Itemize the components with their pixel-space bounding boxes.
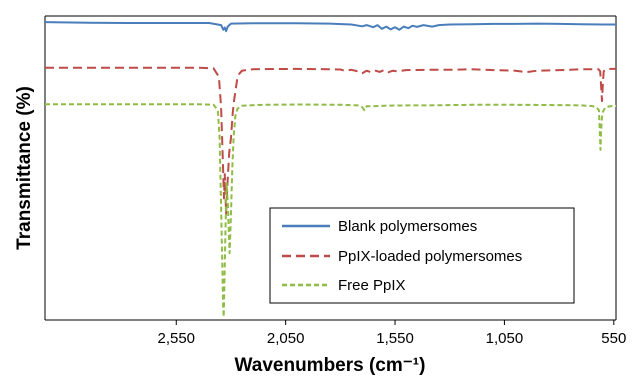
x-axis-title: Wavenumbers (cm⁻¹)	[235, 355, 426, 376]
y-axis-title: Transmittance (%)	[14, 86, 35, 250]
legend-label-free: Free PpIX	[338, 277, 406, 294]
legend-label-loaded: PpIX-loaded polymersomes	[338, 248, 522, 265]
x-tick-label: 2,550	[157, 330, 195, 347]
legend: Blank polymersomes PpIX-loaded polymerso…	[269, 207, 575, 304]
x-tick-label: 2,050	[267, 330, 305, 347]
series-line-2	[45, 66, 616, 215]
plot-frame	[44, 15, 617, 321]
series-layer	[44, 21, 616, 318]
series-line-1	[44, 21, 616, 33]
x-ticks: 2,550 2,050 1,550 1,050 550	[157, 320, 626, 347]
legend-label-blank: Blank polymersomes	[338, 218, 477, 235]
x-tick-label: 1,550	[376, 330, 414, 347]
x-tick-label: 550	[601, 330, 626, 347]
series-line-3	[45, 103, 616, 318]
legend-box	[269, 207, 575, 304]
x-tick-label: 1,050	[486, 330, 524, 347]
